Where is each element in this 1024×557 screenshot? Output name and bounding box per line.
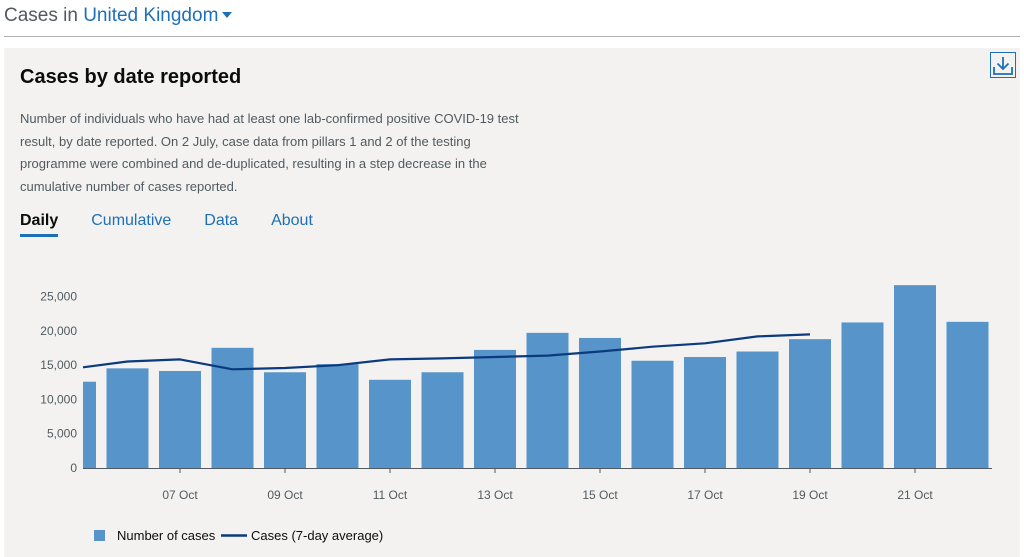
x-tick-label: 17 Oct xyxy=(687,488,723,502)
x-tick-label: 11 Oct xyxy=(373,488,408,502)
location-label: United Kingdom xyxy=(83,5,219,26)
y-tick-label: 25,000 xyxy=(40,290,77,304)
bar-20-oct xyxy=(841,322,884,468)
bar-13-oct xyxy=(474,349,516,468)
y-tick-label: 0 xyxy=(70,461,77,475)
x-tick-label: 07 Oct xyxy=(162,488,198,502)
bar-10-oct xyxy=(316,364,359,468)
location-selector[interactable]: United Kingdom xyxy=(83,5,233,26)
bar-06-oct xyxy=(106,368,149,468)
y-tick-label: 15,000 xyxy=(40,358,77,372)
bar-07-oct xyxy=(159,370,201,468)
bar-17-oct xyxy=(684,357,726,468)
bar-21-oct xyxy=(894,285,936,468)
area-header: Cases in United Kingdom xyxy=(4,4,233,28)
bar-09-oct xyxy=(264,372,306,468)
bar-19-oct xyxy=(789,339,831,468)
card-title: Cases by date reported xyxy=(20,66,242,88)
y-tick-label: 5,000 xyxy=(47,427,77,441)
x-tick-label: 13 Oct xyxy=(477,488,513,502)
bar-08-oct xyxy=(211,347,254,468)
bar-14-oct xyxy=(526,332,569,468)
bar-18-oct xyxy=(736,351,779,468)
bar-05-oct xyxy=(83,381,96,468)
bar-12-oct xyxy=(421,372,464,468)
header-prefix: Cases in xyxy=(4,5,78,26)
caret-down-icon xyxy=(222,12,233,18)
download-button[interactable] xyxy=(990,52,1016,78)
chart-card: Cases by date reported Number of individ… xyxy=(4,48,1020,557)
header-divider xyxy=(4,36,1020,37)
tab-data[interactable]: Data xyxy=(204,212,239,229)
x-tick-label: 15 Oct xyxy=(582,488,618,502)
tab-about[interactable]: About xyxy=(271,212,313,229)
bar-22-oct xyxy=(946,321,989,468)
tab-daily[interactable]: Daily xyxy=(20,212,59,237)
card-description: Number of individuals who have had at le… xyxy=(20,111,519,194)
bar-11-oct xyxy=(369,379,411,468)
legend-swatch-cases xyxy=(94,530,105,541)
download-icon xyxy=(993,57,1013,75)
bar-16-oct xyxy=(631,360,674,468)
legend-label-cases: Number of cases xyxy=(117,528,216,543)
legend-label-average: Cases (7-day average) xyxy=(251,528,383,543)
series-line-7-day-average xyxy=(82,333,811,371)
tab-cumulative[interactable]: Cumulative xyxy=(91,212,172,229)
chart-tabs: Daily Cumulative Data About xyxy=(20,212,346,237)
x-tick-label: 09 Oct xyxy=(267,488,303,502)
bar-15-oct xyxy=(579,337,621,468)
y-tick-label: 20,000 xyxy=(40,324,77,338)
y-tick-label: 10,000 xyxy=(40,392,77,406)
x-tick-label: 21 Oct xyxy=(897,488,933,502)
x-tick-label: 19 Oct xyxy=(792,488,828,502)
